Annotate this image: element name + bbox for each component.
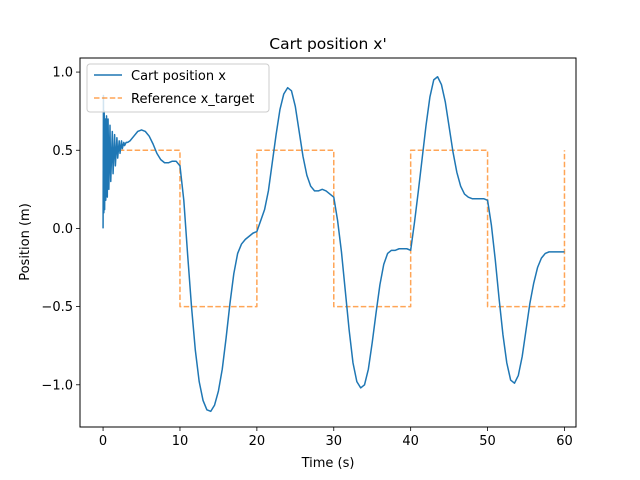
- y-tick-label: −0.5: [41, 300, 73, 315]
- x-tick-label: 20: [249, 434, 266, 449]
- axes-frame: [79, 57, 577, 428]
- series-line-cart-position: [102, 76, 565, 413]
- y-axis-label: Position (m): [18, 203, 33, 281]
- series-layer: [102, 76, 566, 413]
- legend: Cart position x Reference x_target: [86, 63, 270, 113]
- x-tick-label: 10: [172, 434, 189, 449]
- x-tick-label: 0: [99, 434, 107, 449]
- x-tick-label: 40: [402, 434, 419, 449]
- x-tick-label: 50: [479, 434, 496, 449]
- x-axis: 0 10 20 30 40 50 60: [99, 427, 573, 449]
- y-tick-label: −1.0: [41, 378, 73, 393]
- legend-label-reference: Reference x_target: [131, 92, 254, 107]
- plot-area: [79, 57, 577, 428]
- y-tick-label: 1.0: [52, 66, 73, 81]
- x-tick-label: 60: [556, 434, 573, 449]
- y-axis: −1.0 −0.5 0.0 0.5 1.0: [41, 66, 80, 393]
- series-line-reference: [103, 149, 566, 308]
- x-axis-label: Time (s): [301, 456, 355, 471]
- y-tick-label: 0.0: [52, 222, 73, 237]
- chart-title: Cart position x': [269, 35, 386, 53]
- y-tick-label: 0.5: [52, 144, 73, 159]
- legend-box: [86, 63, 270, 113]
- x-tick-label: 30: [325, 434, 342, 449]
- legend-label-cart-position: Cart position x: [131, 69, 226, 84]
